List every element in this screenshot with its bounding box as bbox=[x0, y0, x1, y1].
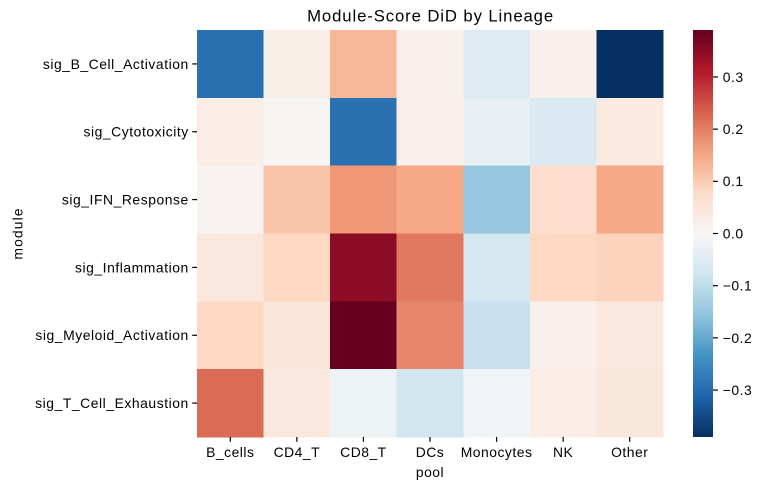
svg-text:CD8_T: CD8_T bbox=[340, 444, 387, 460]
svg-text:Monocytes: Monocytes bbox=[461, 444, 533, 460]
svg-text:0.3: 0.3 bbox=[723, 69, 744, 85]
svg-text:sig_Inflammation: sig_Inflammation bbox=[75, 259, 189, 275]
svg-text:0.2: 0.2 bbox=[723, 121, 744, 137]
svg-text:NK: NK bbox=[553, 444, 574, 460]
svg-text:sig_Cytotoxicity: sig_Cytotoxicity bbox=[84, 124, 189, 140]
svg-text:B_cells: B_cells bbox=[206, 444, 254, 460]
svg-text:sig_Myeloid_Activation: sig_Myeloid_Activation bbox=[35, 327, 188, 343]
svg-text:sig_T_Cell_Exhaustion: sig_T_Cell_Exhaustion bbox=[35, 395, 189, 411]
svg-text:pool: pool bbox=[416, 464, 444, 480]
svg-text:Module-Score DiD by Lineage: Module-Score DiD by Lineage bbox=[307, 7, 554, 26]
svg-text:−0.3: −0.3 bbox=[723, 382, 752, 398]
svg-text:CD4_T: CD4_T bbox=[274, 444, 321, 460]
svg-text:0.0: 0.0 bbox=[723, 225, 744, 241]
svg-text:DCs: DCs bbox=[416, 444, 445, 460]
svg-text:−0.2: −0.2 bbox=[723, 330, 752, 346]
svg-text:−0.1: −0.1 bbox=[723, 278, 752, 294]
svg-text:0.1: 0.1 bbox=[723, 173, 744, 189]
svg-text:sig_B_Cell_Activation: sig_B_Cell_Activation bbox=[43, 56, 189, 72]
svg-text:sig_IFN_Response: sig_IFN_Response bbox=[62, 191, 189, 207]
svg-text:Other: Other bbox=[611, 444, 648, 460]
svg-text:module: module bbox=[10, 207, 26, 259]
